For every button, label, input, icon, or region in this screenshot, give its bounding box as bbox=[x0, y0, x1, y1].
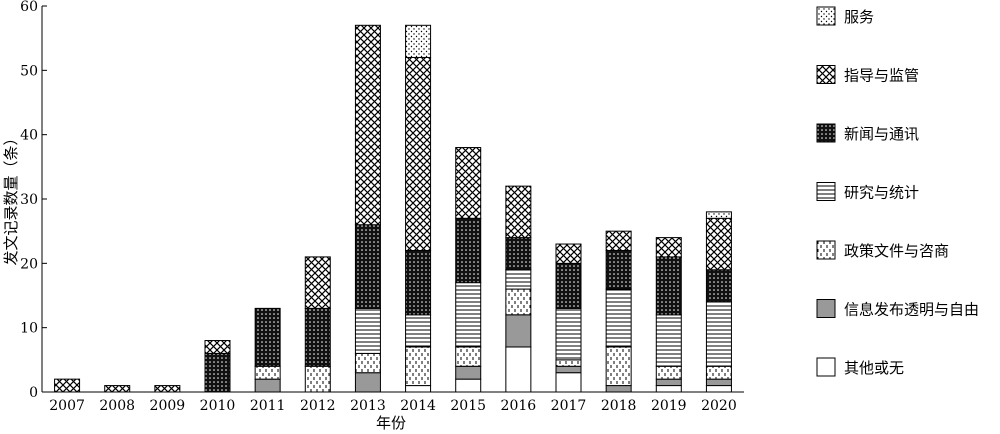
bar-segment bbox=[254, 378, 281, 393]
bar-segment bbox=[555, 262, 582, 309]
bar-segment bbox=[455, 147, 482, 219]
x-tick-label: 2015 bbox=[450, 398, 486, 414]
bar-segment bbox=[354, 224, 381, 309]
x-tick-label: 2009 bbox=[150, 398, 186, 414]
legend-swatch bbox=[816, 240, 836, 260]
bar-segment bbox=[405, 56, 432, 251]
y-tick-label: 0 bbox=[29, 385, 38, 401]
bar-segment bbox=[655, 365, 682, 380]
bar-segment bbox=[354, 307, 381, 354]
bars bbox=[54, 24, 732, 393]
legend-label: 政策文件与咨商 bbox=[844, 242, 949, 260]
x-tick-label: 2017 bbox=[551, 398, 587, 414]
bar-segment bbox=[405, 314, 432, 348]
x-tick-label: 2013 bbox=[350, 398, 386, 414]
bar-segment bbox=[705, 211, 732, 219]
x-tick-label: 2020 bbox=[701, 398, 737, 414]
bar-segment bbox=[455, 217, 482, 284]
legend-swatch bbox=[816, 182, 836, 201]
bar-segment bbox=[605, 346, 632, 387]
bar-segment bbox=[354, 352, 381, 374]
bar-segment bbox=[555, 365, 582, 374]
bar-segment bbox=[505, 346, 532, 393]
bar-segment bbox=[54, 378, 81, 393]
legend-swatch bbox=[816, 65, 836, 84]
legend-label: 服务 bbox=[844, 8, 874, 26]
legend-label: 新闻与通讯 bbox=[844, 125, 919, 143]
bar-segment bbox=[405, 24, 432, 58]
axes: 0 10 20 30 40 50 60 2007 2008 2009 2010 2011 2012 201… bbox=[20, 0, 744, 414]
bar-segment bbox=[204, 340, 231, 354]
y-tick-label: 50 bbox=[20, 63, 38, 79]
legend-swatch bbox=[816, 6, 836, 26]
x-tick-label: 2016 bbox=[501, 398, 537, 414]
legend-swatch bbox=[816, 357, 836, 377]
bar-segment bbox=[455, 378, 482, 393]
bar-segment bbox=[405, 385, 432, 393]
bar-segment bbox=[505, 269, 532, 290]
bar-segment bbox=[505, 237, 532, 271]
bar-segment bbox=[655, 256, 682, 316]
x-tick-label: 2014 bbox=[400, 398, 436, 414]
bar-segment bbox=[555, 243, 582, 264]
x-tick-label: 2019 bbox=[651, 398, 687, 414]
bar-segment bbox=[304, 307, 331, 367]
legend-label: 研究与统计 bbox=[844, 184, 919, 202]
y-tick-label: 60 bbox=[20, 0, 38, 15]
bar-segment bbox=[555, 372, 582, 393]
x-tick-label: 2012 bbox=[300, 398, 336, 414]
bar-segment bbox=[655, 378, 682, 387]
bar-segment bbox=[455, 282, 482, 348]
bar-segment bbox=[154, 385, 181, 393]
bar-segment bbox=[555, 359, 582, 367]
bar-segment bbox=[655, 314, 682, 367]
y-tick-label: 30 bbox=[20, 192, 38, 208]
bar-segment bbox=[705, 217, 732, 271]
bar-segment bbox=[505, 185, 532, 239]
bar-segment bbox=[254, 365, 281, 380]
bar-segment bbox=[705, 385, 732, 393]
bar-segment bbox=[605, 230, 632, 251]
legend-swatch bbox=[816, 123, 836, 143]
x-tick-label: 2011 bbox=[250, 398, 286, 414]
legend-swatch bbox=[816, 299, 836, 318]
bar-segment bbox=[505, 288, 532, 316]
x-tick-label: 2018 bbox=[601, 398, 637, 414]
bar-segment bbox=[254, 307, 281, 367]
bar-segment bbox=[204, 352, 231, 393]
bar-segment bbox=[555, 307, 582, 361]
bar-segment bbox=[104, 385, 131, 393]
bar-segment bbox=[605, 249, 632, 290]
legend-label: 信息发布透明与自由 bbox=[844, 301, 979, 319]
bar-segment bbox=[705, 301, 732, 367]
y-tick-label: 10 bbox=[20, 321, 38, 337]
bar-segment bbox=[705, 365, 732, 380]
bar-segment bbox=[655, 237, 682, 258]
bar-segment bbox=[304, 256, 331, 309]
y-axis-title: 发文记录数量（条） bbox=[2, 130, 20, 265]
bar-segment bbox=[405, 249, 432, 316]
bar-segment bbox=[354, 24, 381, 226]
y-tick-label: 20 bbox=[20, 256, 38, 272]
bar-segment bbox=[505, 314, 532, 348]
bar-segment bbox=[605, 385, 632, 393]
y-tick-label: 40 bbox=[20, 128, 38, 144]
bar-segment bbox=[705, 269, 732, 303]
legend-label: 指导与监管 bbox=[844, 67, 919, 85]
bar-segment bbox=[605, 288, 632, 348]
bar-segment bbox=[455, 346, 482, 367]
bar-segment bbox=[705, 378, 732, 387]
bar-segment bbox=[655, 385, 682, 393]
x-tick-label: 2008 bbox=[99, 398, 135, 414]
x-tick-label: 2007 bbox=[49, 398, 85, 414]
x-axis-title: 年份 bbox=[376, 414, 406, 432]
bar-segment bbox=[405, 346, 432, 387]
x-tick-label: 2010 bbox=[200, 398, 236, 414]
legend-label: 其他或无 bbox=[844, 359, 904, 377]
bar-segment bbox=[354, 372, 381, 393]
bar-segment bbox=[304, 365, 331, 393]
bar-segment bbox=[455, 365, 482, 380]
